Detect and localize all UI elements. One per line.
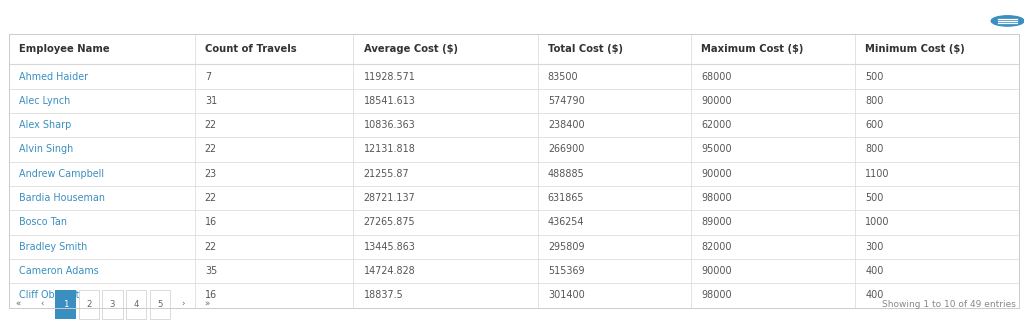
Text: 89000: 89000 xyxy=(701,217,732,227)
Text: 300: 300 xyxy=(865,242,884,252)
Text: 4: 4 xyxy=(133,300,139,309)
Text: 266900: 266900 xyxy=(548,145,585,155)
Text: 98000: 98000 xyxy=(701,290,732,300)
Text: Bardia Houseman: Bardia Houseman xyxy=(19,193,105,203)
Text: Minimum Cost ($): Minimum Cost ($) xyxy=(865,44,965,54)
Text: «: « xyxy=(15,300,22,309)
Circle shape xyxy=(991,16,1024,26)
Bar xyxy=(126,290,146,319)
Text: ‹: ‹ xyxy=(40,300,44,309)
Text: 1100: 1100 xyxy=(865,169,890,179)
Bar xyxy=(9,137,1019,162)
Text: Employee Name: Employee Name xyxy=(19,44,111,54)
Text: Alvin Singh: Alvin Singh xyxy=(19,145,74,155)
Text: 574790: 574790 xyxy=(548,96,585,106)
Text: Cliff Obrecht: Cliff Obrecht xyxy=(19,290,80,300)
Text: 18837.5: 18837.5 xyxy=(364,290,403,300)
Bar xyxy=(102,290,123,319)
Bar xyxy=(9,64,1019,89)
Text: 488885: 488885 xyxy=(548,169,585,179)
Text: 1000: 1000 xyxy=(865,217,890,227)
Text: Total Cost ($): Total Cost ($) xyxy=(548,44,623,54)
Bar xyxy=(55,290,76,319)
Text: 500: 500 xyxy=(865,71,884,81)
Text: 7: 7 xyxy=(205,71,211,81)
Text: 68000: 68000 xyxy=(701,71,732,81)
Text: 14724.828: 14724.828 xyxy=(364,266,416,276)
Text: 800: 800 xyxy=(865,96,884,106)
Text: 18541.613: 18541.613 xyxy=(364,96,416,106)
Text: 16: 16 xyxy=(205,290,217,300)
Text: »: » xyxy=(204,300,210,309)
Text: 90000: 90000 xyxy=(701,96,732,106)
Text: 90000: 90000 xyxy=(701,169,732,179)
Text: 11928.571: 11928.571 xyxy=(364,71,416,81)
Bar xyxy=(9,186,1019,210)
Text: 301400: 301400 xyxy=(548,290,585,300)
Text: 90000: 90000 xyxy=(701,266,732,276)
Bar xyxy=(9,234,1019,259)
Text: 3: 3 xyxy=(110,300,116,309)
Text: 98000: 98000 xyxy=(701,193,732,203)
Text: Bradley Smith: Bradley Smith xyxy=(19,242,88,252)
Text: 12131.818: 12131.818 xyxy=(364,145,416,155)
Text: 83500: 83500 xyxy=(548,71,579,81)
Bar xyxy=(9,162,1019,186)
Text: Andrew Campbell: Andrew Campbell xyxy=(19,169,104,179)
Text: 28721.137: 28721.137 xyxy=(364,193,416,203)
Bar xyxy=(9,34,1019,308)
Text: Average Cost ($): Average Cost ($) xyxy=(364,44,458,54)
Text: 295809: 295809 xyxy=(548,242,585,252)
Bar xyxy=(9,259,1019,283)
Text: 21255.87: 21255.87 xyxy=(364,169,410,179)
Text: 238400: 238400 xyxy=(548,120,585,130)
Bar xyxy=(79,290,99,319)
Text: 62000: 62000 xyxy=(701,120,732,130)
Text: 22: 22 xyxy=(205,242,217,252)
Text: 500: 500 xyxy=(865,193,884,203)
Text: 400: 400 xyxy=(865,266,884,276)
Text: 27265.875: 27265.875 xyxy=(364,217,415,227)
Text: 95000: 95000 xyxy=(701,145,732,155)
Text: Bosco Tan: Bosco Tan xyxy=(19,217,68,227)
Text: 5: 5 xyxy=(157,300,163,309)
Text: 22: 22 xyxy=(205,193,217,203)
Text: 800: 800 xyxy=(865,145,884,155)
Text: 35: 35 xyxy=(205,266,217,276)
Text: 631865: 631865 xyxy=(548,193,585,203)
Bar xyxy=(9,210,1019,234)
Text: Ahmed Haider: Ahmed Haider xyxy=(19,71,89,81)
Text: 23: 23 xyxy=(205,169,217,179)
Text: Alex Sharp: Alex Sharp xyxy=(19,120,72,130)
Text: Maximum Cost ($): Maximum Cost ($) xyxy=(701,44,804,54)
Text: 13445.863: 13445.863 xyxy=(364,242,416,252)
Text: 2: 2 xyxy=(86,300,92,309)
Text: 31: 31 xyxy=(205,96,217,106)
Text: 82000: 82000 xyxy=(701,242,732,252)
Text: Cameron Adams: Cameron Adams xyxy=(19,266,99,276)
Text: 1: 1 xyxy=(62,300,69,309)
Text: Count of Travels: Count of Travels xyxy=(205,44,296,54)
Text: 22: 22 xyxy=(205,145,217,155)
Text: 400: 400 xyxy=(865,290,884,300)
Text: 16: 16 xyxy=(205,217,217,227)
Text: Showing 1 to 10 of 49 entries: Showing 1 to 10 of 49 entries xyxy=(882,300,1016,309)
Bar xyxy=(9,89,1019,113)
Bar xyxy=(150,290,170,319)
Bar xyxy=(9,113,1019,137)
Text: 10836.363: 10836.363 xyxy=(364,120,416,130)
Text: 22: 22 xyxy=(205,120,217,130)
Bar xyxy=(9,283,1019,308)
Text: Alec Lynch: Alec Lynch xyxy=(19,96,71,106)
Text: ›: › xyxy=(181,300,185,309)
Bar xyxy=(9,34,1019,64)
Text: 600: 600 xyxy=(865,120,884,130)
Text: 436254: 436254 xyxy=(548,217,585,227)
Text: 515369: 515369 xyxy=(548,266,585,276)
